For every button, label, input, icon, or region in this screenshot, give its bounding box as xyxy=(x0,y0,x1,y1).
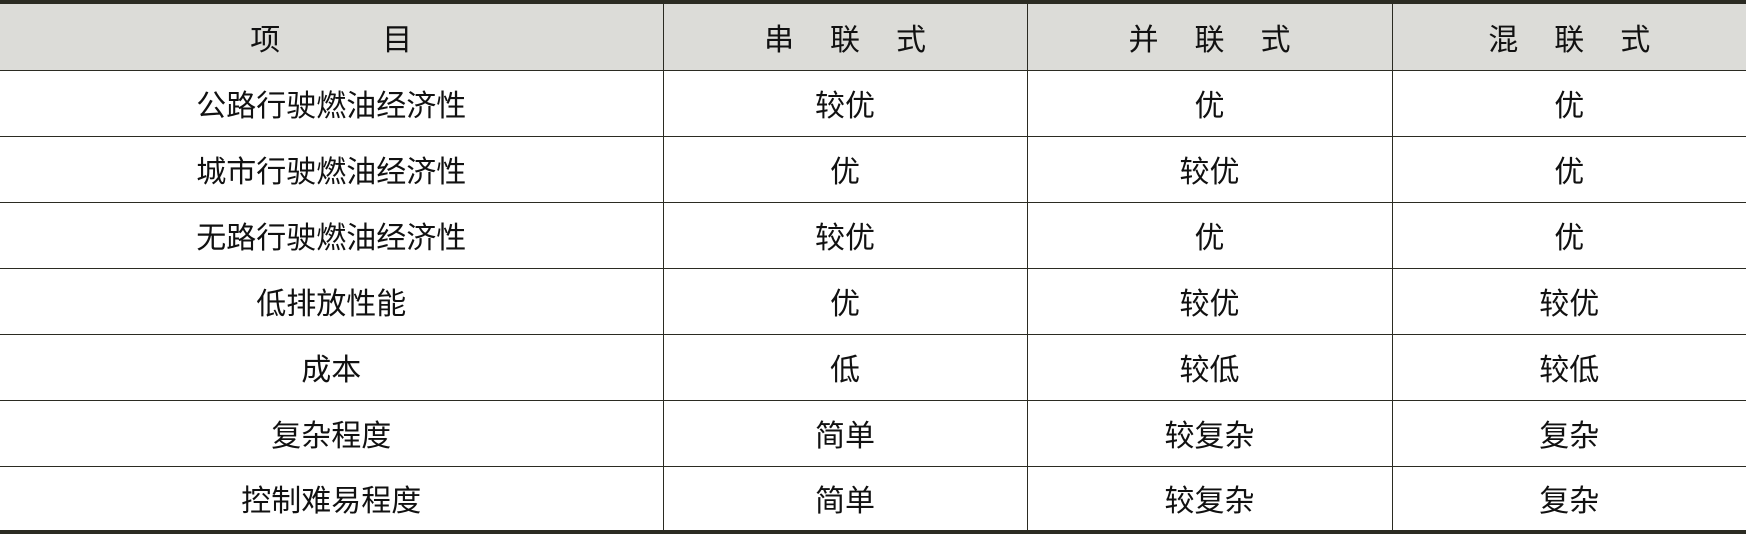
table-cell: 优 xyxy=(662,267,1028,335)
table-cell: 较优 xyxy=(1026,267,1393,335)
header-series: 串联式 xyxy=(662,0,1028,71)
table-cell: 简单 xyxy=(662,465,1028,534)
table-row: 无路行驶燃油经济性 较优优优 xyxy=(0,201,1746,269)
table-cell: 优 xyxy=(1391,69,1746,137)
table-cell: 简单 xyxy=(662,399,1028,467)
table-cell: 优 xyxy=(1391,201,1746,269)
row-label: 无路行驶燃油经济性 xyxy=(0,201,664,269)
row-label: 低排放性能 xyxy=(0,267,664,335)
row-label: 复杂程度 xyxy=(0,399,664,467)
table-cell: 较低 xyxy=(1026,333,1393,401)
table-cell: 较复杂 xyxy=(1026,465,1393,534)
table-row: 复杂程度 简单 较复杂 复杂 xyxy=(0,399,1746,467)
table-row: 公路行驶燃油经济性 较优优优 xyxy=(0,69,1746,137)
row-label: 公路行驶燃油经济性 xyxy=(0,69,664,137)
row-label: 成本 xyxy=(0,333,664,401)
table-cell: 较复杂 xyxy=(1026,399,1393,467)
table-cell: 优 xyxy=(1026,69,1393,137)
table-cell: 复杂 xyxy=(1391,465,1746,534)
table-cell: 较优 xyxy=(662,201,1028,269)
table-cell: 优 xyxy=(662,135,1028,203)
header-item: 项 目 xyxy=(0,0,664,71)
table-cell: 优 xyxy=(1391,135,1746,203)
table-row: 城市行驶燃油经济性优较优优 xyxy=(0,135,1746,203)
row-label: 城市行驶燃油经济性 xyxy=(0,135,664,203)
table-cell: 较优 xyxy=(1026,135,1393,203)
header-row: 项 目 串联式 并联式 混联式 xyxy=(0,0,1746,71)
table-cell: 较低 xyxy=(1391,333,1746,401)
table-cell: 较优 xyxy=(662,69,1028,137)
table-row: 成本低较低 较低 xyxy=(0,333,1746,401)
header-hybrid: 混联式 xyxy=(1391,0,1746,71)
table-cell: 较优 xyxy=(1391,267,1746,335)
header-parallel: 并联式 xyxy=(1026,0,1393,71)
table-row: 低排放性能优较优 较优 xyxy=(0,267,1746,335)
table-cell: 低 xyxy=(662,333,1028,401)
table-row: 控制难易程度 简单 较复杂 复杂 xyxy=(0,465,1746,534)
table-cell: 复杂 xyxy=(1391,399,1746,467)
row-label: 控制难易程度 xyxy=(0,465,664,534)
table-cell: 优 xyxy=(1026,201,1393,269)
